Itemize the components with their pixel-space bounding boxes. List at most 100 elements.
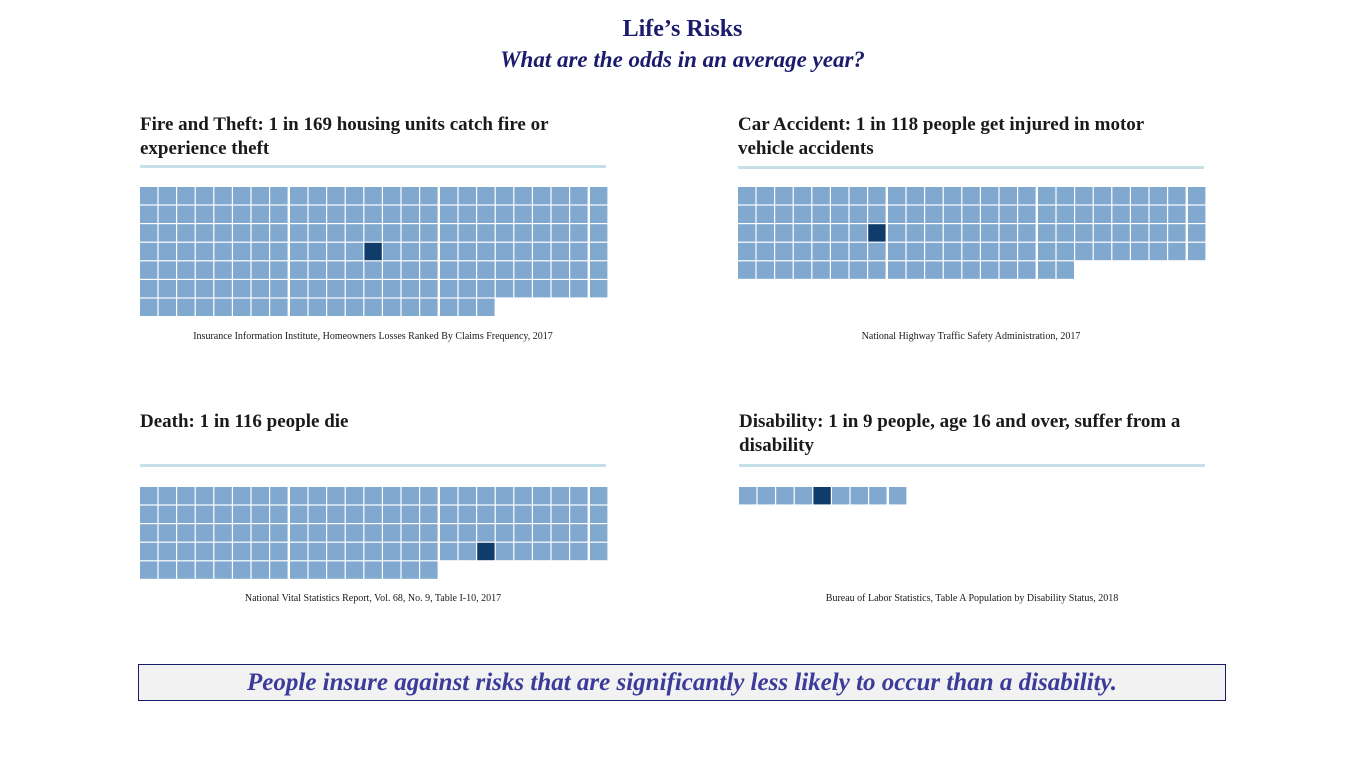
waffle-square: [906, 187, 924, 205]
waffle-square: [458, 542, 476, 561]
waffle-square: [925, 261, 943, 279]
waffle-square: [962, 205, 980, 223]
waffle-square: [962, 224, 980, 242]
waffle-square: [327, 298, 345, 316]
waffle-square: [738, 187, 756, 205]
waffle-square: [999, 205, 1017, 223]
waffle-square: [158, 298, 176, 316]
waffle-square: [551, 224, 569, 242]
waffle-square: [401, 524, 419, 542]
waffle-square: [590, 242, 608, 261]
waffle-square: [514, 261, 532, 279]
waffle-square: [775, 224, 793, 242]
waffle-square: [364, 524, 382, 542]
waffle-square: [327, 280, 345, 298]
waffle-square: [383, 205, 401, 223]
waffle-square: [1149, 242, 1167, 261]
waffle-square: [140, 487, 158, 505]
waffle-square: [1168, 242, 1186, 261]
waffle-square: [999, 242, 1017, 261]
source-note: National Vital Statistics Report, Vol. 6…: [244, 593, 502, 604]
waffle-square: [308, 542, 326, 561]
source-note: National Highway Traffic Safety Administ…: [861, 331, 1081, 342]
waffle-square: [383, 298, 401, 316]
waffle-square: [364, 205, 382, 223]
waffle-square: [140, 524, 158, 542]
waffle-square: [590, 542, 608, 561]
waffle-square: [420, 205, 438, 223]
waffle-square: [177, 524, 195, 542]
waffle-square: [477, 261, 495, 279]
waffle-square: [158, 261, 176, 279]
waffle-square: [401, 561, 419, 579]
waffle-square: [570, 524, 588, 542]
waffle-square: [327, 524, 345, 542]
panel-car-accident: Car Accident: 1 in 118 people get injure…: [738, 113, 1206, 348]
waffle-square: [533, 261, 551, 279]
waffle-square: [364, 224, 382, 242]
waffle-square: [420, 505, 438, 523]
waffle-square: [383, 524, 401, 542]
waffle-square: [943, 261, 962, 279]
waffle-square: [1112, 224, 1130, 242]
waffle-square: [925, 242, 943, 261]
waffle-square: [327, 187, 345, 205]
waffle-square: [177, 542, 195, 561]
waffle-square: [214, 561, 232, 579]
waffle-square: [233, 524, 251, 542]
waffle-square: [251, 187, 269, 205]
waffle-square: [233, 487, 251, 505]
waffle-square: [364, 187, 382, 205]
waffle-square: [477, 224, 495, 242]
waffle-square: [1168, 205, 1186, 223]
waffle-square: [308, 224, 326, 242]
waffle-square: [327, 224, 345, 242]
waffle-square: [140, 224, 158, 242]
waffle-square: [195, 561, 214, 579]
waffle-square: [831, 205, 849, 223]
waffle-square: [214, 224, 232, 242]
panel-divider: [140, 165, 606, 168]
waffle-square-highlighted: [477, 542, 495, 561]
waffle-square: [158, 224, 176, 242]
waffle-square: [831, 242, 849, 261]
waffle-square: [290, 298, 308, 316]
waffle-square: [270, 487, 288, 505]
waffle-square: [327, 261, 345, 279]
waffle-square: [308, 187, 326, 205]
waffle-square: [383, 542, 401, 561]
waffle-square: [533, 242, 551, 261]
waffle-square: [214, 280, 232, 298]
waffle-square: [962, 242, 980, 261]
waffle-square: [158, 487, 176, 505]
waffle-square: [251, 487, 269, 505]
waffle-square: [420, 487, 438, 505]
waffle-square: [533, 542, 551, 561]
waffle-square: [551, 242, 569, 261]
waffle-square: [251, 524, 269, 542]
waffle-square: [495, 205, 514, 223]
waffle-square: [214, 487, 232, 505]
waffle-square: [458, 298, 476, 316]
waffle-square: [590, 487, 608, 505]
waffle-square: [270, 205, 288, 223]
panel-divider: [738, 166, 1204, 169]
waffle-square: [514, 505, 532, 523]
waffle-square: [290, 524, 308, 542]
waffle-square: [794, 487, 813, 505]
waffle-square: [812, 205, 830, 223]
waffle-square: [775, 261, 793, 279]
waffle-square: [551, 280, 569, 298]
waffle-square: [831, 224, 849, 242]
waffle-square: [981, 224, 999, 242]
waffle-square: [1018, 187, 1036, 205]
waffle-square: [270, 542, 288, 561]
waffle-square: [177, 205, 195, 223]
waffle-square: [440, 487, 458, 505]
waffle-square: [925, 205, 943, 223]
waffle-square: [440, 224, 458, 242]
waffle-square: [793, 261, 812, 279]
waffle-square: [233, 542, 251, 561]
waffle-square: [793, 242, 812, 261]
waffle-square: [738, 261, 756, 279]
